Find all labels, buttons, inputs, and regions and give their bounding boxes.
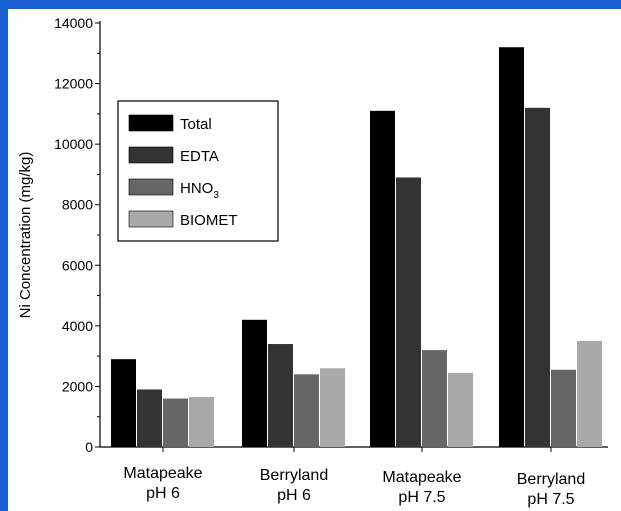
category-label-line: pH 7.5 — [398, 489, 445, 506]
category-label-line: Matapeake — [123, 465, 202, 482]
bar-total-3 — [370, 110, 395, 447]
legend-swatch-total — [128, 114, 174, 132]
bar-total-1 — [111, 359, 136, 447]
category-label-line: pH 7.5 — [527, 491, 574, 508]
legend-swatch-biomet — [128, 210, 174, 228]
category-label-line: Matapeake — [382, 469, 461, 486]
bar-biomet-3 — [448, 372, 473, 447]
bars — [111, 47, 602, 448]
legend-label-biomet: BIOMET — [180, 212, 238, 229]
legend-label-total: Total — [180, 116, 212, 133]
bar-edta-2 — [268, 344, 293, 447]
bar-edta-3 — [396, 177, 421, 447]
legend-label-hno3: HNO3 — [180, 180, 219, 201]
bar-hno3-4 — [551, 369, 576, 447]
y-tick-label: 12000 — [54, 76, 93, 92]
bar-edta-1 — [137, 389, 162, 447]
bar-edta-4 — [525, 107, 550, 448]
bar-biomet-1 — [189, 397, 214, 447]
chart-frame: Ni Concentration (mg/kg) 0 2000 4000 6000 80… — [8, 9, 621, 511]
legend-swatch-hno3 — [128, 178, 174, 196]
bar-biomet-2 — [320, 368, 345, 447]
y-tick-label: 6000 — [62, 257, 93, 273]
category-label-line: Berryland — [260, 467, 328, 484]
bar-hno3-1 — [163, 398, 188, 447]
y-tick-label: 2000 — [62, 378, 93, 394]
y-axis-title: Ni Concentration (mg/kg) — [17, 152, 34, 319]
legend: Total EDTA HNO3 BIOMET — [117, 100, 279, 242]
category-label-line: pH 6 — [146, 485, 180, 502]
bar-biomet-4 — [577, 341, 602, 447]
legend-swatch-edta — [128, 146, 174, 164]
y-tick-label: 14000 — [54, 15, 93, 31]
bar-hno3-3 — [422, 350, 447, 447]
legend-label-edta: EDTA — [180, 148, 219, 165]
y-tick-label: 8000 — [62, 197, 93, 213]
y-tick-label: 4000 — [62, 318, 93, 334]
y-tick-label: 0 — [85, 439, 93, 455]
bar-total-2 — [242, 319, 267, 447]
category-label-line: Berryland — [517, 471, 585, 488]
category-label-line: pH 6 — [277, 487, 311, 504]
bar-hno3-2 — [294, 374, 319, 447]
bar-chart: Ni Concentration (mg/kg) 0 2000 4000 6000 80… — [17, 15, 608, 508]
y-tick-label: 10000 — [54, 136, 93, 152]
bar-total-4 — [499, 47, 524, 447]
category-labels: Matapeake pH 6 Berryland pH 6 Matapeake pH 7.… — [123, 465, 585, 508]
y-axis-title-group: Ni Concentration (mg/kg) — [17, 152, 34, 319]
